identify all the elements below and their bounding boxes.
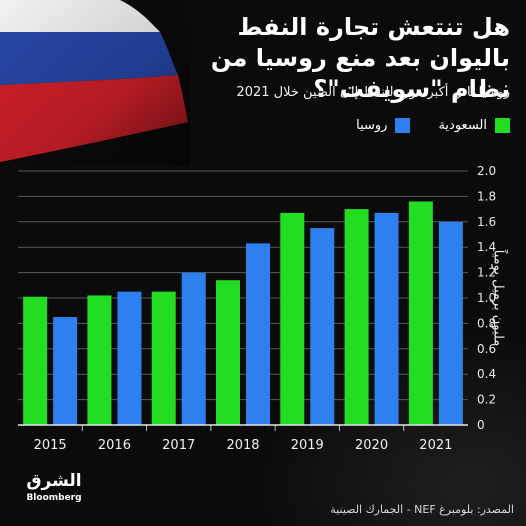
- bar-saudi-2016: [87, 295, 112, 425]
- x-tick-label: 2015: [34, 438, 67, 453]
- y-tick-label: 1.6: [477, 215, 496, 229]
- source-note: المصدر: بلومبرغ NEF - الجمارك الصينية: [330, 503, 514, 516]
- chart-subtitle: روسيا ثاني أكبر مورد للنفط إلى الصين خلا…: [236, 85, 510, 100]
- y-tick-label: 1.0: [477, 291, 496, 305]
- legend-label-russia: روسيا: [356, 118, 388, 133]
- asharq-bloomberg-logo: الشرق Bloomberg: [14, 472, 94, 504]
- legend-item-russia: روسيا: [356, 118, 411, 133]
- bar-saudi-2021: [408, 201, 433, 425]
- y-tick-label: 0: [477, 418, 485, 432]
- x-tick-label: 2019: [291, 438, 324, 453]
- legend-swatch-russia: [395, 118, 411, 133]
- x-tick-label: 2018: [226, 438, 259, 453]
- bar-saudi-2015: [23, 296, 48, 425]
- chart-title: هل تنتعش تجارة النفط باليوان بعد منع روس…: [210, 13, 510, 103]
- logo-partner: Bloomberg: [26, 493, 82, 503]
- y-tick-label: 0.4: [477, 367, 496, 381]
- x-tick-label: 2017: [162, 438, 195, 453]
- legend-label-saudi: السعودية: [438, 118, 487, 133]
- bar-russia-2019: [310, 228, 335, 425]
- legend: السعودية روسيا: [336, 118, 510, 133]
- logo-name: الشرق: [26, 471, 82, 491]
- x-tick-label: 2021: [419, 438, 452, 453]
- russian-flag-image: [0, 0, 190, 165]
- y-tick-label: 1.8: [477, 189, 496, 203]
- bar-saudi-2020: [344, 209, 369, 425]
- bar-russia-2018: [246, 243, 270, 425]
- x-tick-label: 2016: [98, 438, 131, 453]
- y-tick-label: 1.2: [477, 266, 496, 280]
- legend-swatch-saudi: [495, 118, 510, 133]
- bar-saudi-2018: [216, 280, 240, 425]
- bar-russia-2020: [374, 212, 399, 425]
- bar-saudi-2017: [151, 291, 176, 425]
- legend-item-saudi: السعودية: [438, 118, 510, 133]
- y-tick-label: 0.8: [477, 316, 496, 330]
- bar-russia-2021: [438, 221, 463, 425]
- bar-russia-2017: [181, 272, 206, 425]
- bar-russia-2015: [53, 317, 78, 425]
- y-tick-label: 2.0: [477, 164, 496, 178]
- y-tick-label: 0.6: [477, 342, 496, 356]
- y-tick-label: 1.4: [477, 240, 496, 254]
- y-tick-label: 0.2: [477, 393, 496, 407]
- bar-russia-2016: [117, 291, 142, 425]
- x-tick-label: 2020: [355, 438, 388, 453]
- bar-saudi-2019: [280, 212, 305, 425]
